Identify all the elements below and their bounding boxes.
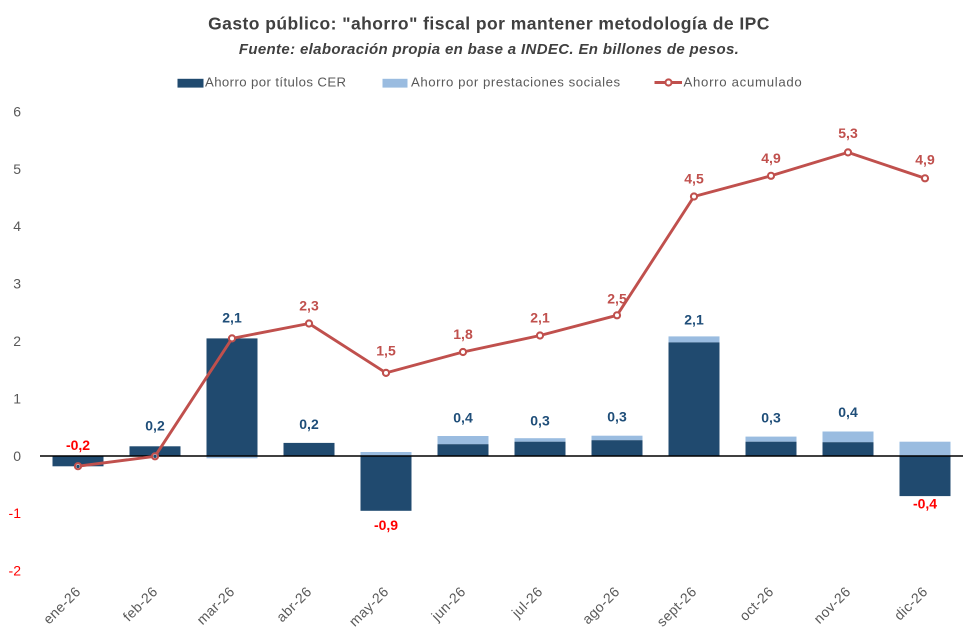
- svg-text:-0,9: -0,9: [374, 517, 398, 533]
- svg-text:4: 4: [13, 218, 21, 234]
- svg-text:Ahorro por prestaciones social: Ahorro por prestaciones sociales: [411, 75, 621, 90]
- svg-text:1: 1: [13, 390, 21, 406]
- svg-text:0,3: 0,3: [761, 410, 781, 426]
- svg-text:2,3: 2,3: [299, 298, 319, 314]
- svg-text:0,3: 0,3: [607, 409, 627, 425]
- svg-text:-2: -2: [9, 563, 22, 579]
- svg-text:2,1: 2,1: [684, 312, 704, 328]
- svg-text:0,2: 0,2: [299, 416, 319, 432]
- svg-text:2: 2: [13, 333, 21, 349]
- svg-text:3: 3: [13, 276, 21, 292]
- svg-text:2,1: 2,1: [222, 310, 242, 326]
- svg-text:5: 5: [13, 161, 21, 177]
- svg-text:5,3: 5,3: [838, 125, 858, 141]
- svg-text:4,5: 4,5: [684, 171, 704, 187]
- svg-text:6: 6: [13, 103, 21, 119]
- svg-text:4,9: 4,9: [761, 150, 781, 166]
- svg-text:0: 0: [13, 448, 21, 464]
- svg-text:Ahorro acumulado: Ahorro acumulado: [684, 75, 803, 90]
- svg-text:4,9: 4,9: [915, 152, 935, 168]
- svg-text:0,2: 0,2: [145, 418, 165, 434]
- svg-text:-1: -1: [9, 505, 22, 521]
- svg-text:2,5: 2,5: [607, 291, 627, 307]
- svg-text:2,1: 2,1: [530, 310, 550, 326]
- svg-text:0,4: 0,4: [453, 409, 473, 425]
- svg-text:-0,2: -0,2: [66, 437, 90, 453]
- svg-text:1,5: 1,5: [376, 343, 396, 359]
- svg-text:-0,4: -0,4: [913, 496, 937, 512]
- svg-text:1,8: 1,8: [453, 326, 473, 342]
- svg-text:0,3: 0,3: [530, 413, 550, 429]
- svg-text:Gasto público: "ahorro" fiscal: Gasto público: "ahorro" fiscal por mante…: [208, 14, 770, 34]
- svg-text:Ahorro por títulos CER: Ahorro por títulos CER: [205, 75, 346, 90]
- svg-text:0,4: 0,4: [838, 404, 858, 420]
- svg-text:Fuente: elaboración propia en: Fuente: elaboración propia en base a IND…: [239, 41, 739, 58]
